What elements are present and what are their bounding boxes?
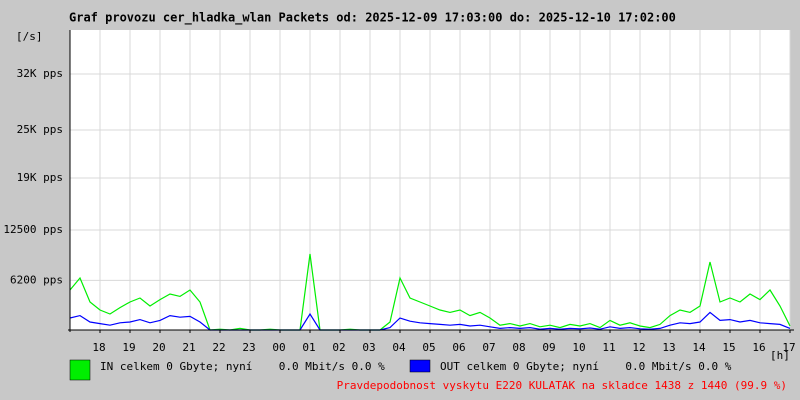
x-tick-label: 08 (512, 341, 525, 354)
ticks: 6200 pps 12500 pps 19K pps 25K pps 32K pps 18… (3, 67, 795, 354)
x-tick-label: 06 (452, 341, 465, 354)
x-tick-label: 14 (692, 341, 706, 354)
x-tick-label: 09 (542, 341, 555, 354)
chart-title: Graf provozu cer_hladka_wlan Packets od:… (69, 11, 676, 26)
grid (70, 30, 791, 330)
x-tick-label: 04 (392, 341, 406, 354)
x-tick-label: 11 (602, 341, 615, 354)
footer-note: Pravdepodobnost vyskytu E220 KULATAK na … (337, 379, 787, 392)
x-tick-label: 03 (362, 341, 375, 354)
legend: IN celkem 0 Gbyte; nyní 0.0 Mbit/s 0.0 %… (69, 359, 732, 381)
x-tick-label: 01 (302, 341, 315, 354)
x-tick-label: 07 (482, 341, 495, 354)
x-tick-label: 16 (752, 341, 765, 354)
x-tick-label: 02 (332, 341, 345, 354)
x-tick-label: 19 (122, 341, 135, 354)
x-tick-label: 00 (272, 341, 285, 354)
x-tick-label: 13 (662, 341, 675, 354)
y-tick-label: 12500 pps (3, 223, 63, 236)
x-tick-label: 17 (782, 341, 795, 354)
legend-swatch (409, 359, 431, 373)
x-tick-label: 22 (212, 341, 225, 354)
series-line (69, 311, 791, 331)
legend-label: IN celkem 0 Gbyte; nyní 0.0 Mbit/s 0.0 % (100, 360, 385, 373)
x-tick-label: 23 (242, 341, 255, 354)
legend-label: OUT celkem 0 Gbyte; nyní 0.0 Mbit/s 0.0 … (440, 360, 732, 373)
x-tick-label: 18 (92, 341, 105, 354)
x-tick-label: 20 (152, 341, 165, 354)
x-tick-label: 12 (632, 341, 645, 354)
y-tick-label: 25K pps (17, 123, 63, 136)
y-tick-label: 19K pps (17, 171, 63, 184)
legend-swatch (69, 359, 91, 381)
x-tick-label: 21 (182, 341, 195, 354)
x-tick-label: 15 (722, 341, 735, 354)
y-tick-label: 6200 pps (10, 273, 63, 286)
lines (69, 253, 791, 331)
series-line (69, 253, 791, 331)
x-tick-label: 10 (572, 341, 585, 354)
y-tick-label: 32K pps (17, 67, 63, 80)
x-tick-label: 05 (422, 341, 435, 354)
x-axis-label: [h] (770, 349, 790, 362)
y-axis-label: [/s] (16, 30, 43, 43)
